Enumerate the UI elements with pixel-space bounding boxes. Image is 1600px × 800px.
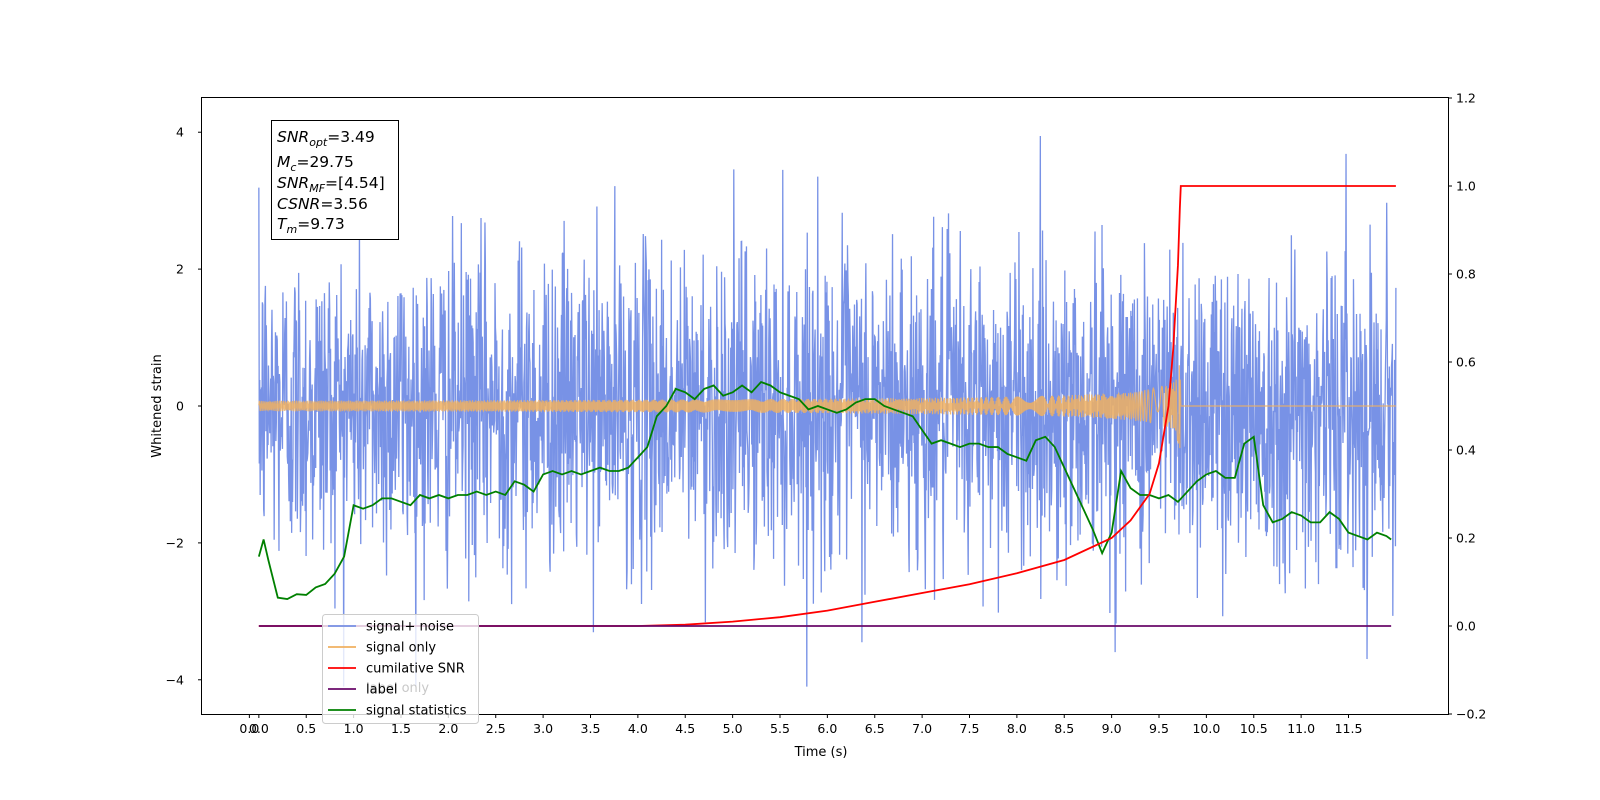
y-tick-label: 2 xyxy=(176,262,184,277)
x-tick-label: 10.5 xyxy=(1240,721,1268,736)
csnr-value: 3.56 xyxy=(333,195,368,213)
legend-label: signal statistics xyxy=(366,704,467,719)
svg-text:Tm=9.73: Tm=9.73 xyxy=(277,215,345,236)
x-tick-label: 0.0 xyxy=(239,721,259,736)
x-axis-label: Time (s) xyxy=(794,745,848,760)
signal-statistics-line xyxy=(257,380,1392,600)
series-cumilative-snr xyxy=(258,185,1396,627)
y-axis-label: Whitened strain xyxy=(150,354,165,457)
mc-value: 29.75 xyxy=(309,153,353,171)
x-tick-label: 11.0 xyxy=(1287,721,1315,736)
legend-label: cumilative SNR xyxy=(366,662,465,677)
series-signal-only xyxy=(258,365,1396,449)
x-tick-label: 7.0 xyxy=(912,721,932,736)
svg-text:Mc=29.75: Mc=29.75 xyxy=(277,153,354,174)
x-tick-label: 0.0 xyxy=(249,721,269,736)
x-tick-label: 0.5 xyxy=(296,721,316,736)
x-tick-label: 2.5 xyxy=(486,721,506,736)
y-tick-label: 0 xyxy=(176,399,184,414)
x-tick-label: 3.5 xyxy=(581,721,601,736)
x-axis: 0.00.0 0.5 1.0 1.5 2.0 2.5 3.0 3.5 4.0 4.5 5.0 5.5 6… xyxy=(239,714,1362,736)
y-axis-left: 4 2 0 −2 −4 xyxy=(166,125,202,687)
legend-hidden-text: label only xyxy=(366,681,429,696)
x-tick-label: 1.5 xyxy=(391,721,411,736)
y2-tick-label: 1.2 xyxy=(1456,91,1476,106)
y-tick-label: 4 xyxy=(176,125,184,140)
annotation-box: SNRopt=3.49 Mc=29.75 SNRMF=[4.54] CSNR=3… xyxy=(271,120,399,240)
cumilative-snr-line xyxy=(258,185,1396,627)
y2-tick-label: 0.2 xyxy=(1456,531,1476,546)
x-tick-label: 2.0 xyxy=(438,721,458,736)
x-tick-label: 1.0 xyxy=(344,721,364,736)
y-tick-label: −2 xyxy=(166,535,184,550)
snr-opt-value: 3.49 xyxy=(340,128,375,146)
signal-noise-line xyxy=(258,136,1397,687)
y2-tick-label: 1.0 xyxy=(1456,179,1476,194)
x-tick-label: 3.0 xyxy=(533,721,553,736)
x-tick-label: 4.5 xyxy=(675,721,695,736)
x-tick-label: 6.0 xyxy=(817,721,837,736)
y2-tick-label: 0.0 xyxy=(1456,619,1476,634)
legend-label: signal only xyxy=(366,641,436,656)
x-tick-label: 8.0 xyxy=(1007,721,1027,736)
x-tick-label: 9.0 xyxy=(1102,721,1122,736)
y-tick-label: −4 xyxy=(166,672,184,687)
legend-label: signal+ noise xyxy=(366,620,454,635)
snr-mf-value: [4.54] xyxy=(338,174,385,192)
svg-text:SNRopt=3.49: SNRopt=3.49 xyxy=(277,128,375,149)
x-tick-label: 4.0 xyxy=(628,721,648,736)
y-axis-right: 1.2 1.0 0.8 0.6 0.4 0.2 0.0 −0.2 xyxy=(1448,91,1486,722)
y2-tick-label: 0.8 xyxy=(1456,267,1476,282)
x-tick-label: 10.0 xyxy=(1192,721,1220,736)
legend-label: label xyxy=(366,683,397,698)
x-tick-label: 5.5 xyxy=(770,721,790,736)
x-tick-label: 11.5 xyxy=(1335,721,1363,736)
x-tick-label: 8.5 xyxy=(1054,721,1074,736)
y2-tick-label: 0.4 xyxy=(1456,443,1476,458)
legend: label only signal+ noise signal only cumil… xyxy=(322,614,479,724)
signal-only-line xyxy=(258,365,1396,449)
svg-text:SNRMF=[4.54]: SNRMF=[4.54] xyxy=(277,174,385,195)
series-signal-statistics xyxy=(257,380,1392,600)
svg-text:CSNR=3.56: CSNR=3.56 xyxy=(277,195,368,213)
x-tick-label: 9.5 xyxy=(1149,721,1169,736)
y2-tick-label: −0.2 xyxy=(1456,707,1486,722)
x-tick-label: 6.5 xyxy=(865,721,885,736)
tm-value: 9.73 xyxy=(310,215,345,233)
x-tick-label: 5.0 xyxy=(723,721,743,736)
series-signal-noise xyxy=(258,136,1397,687)
x-tick-label: 7.5 xyxy=(960,721,980,736)
y2-tick-label: 0.6 xyxy=(1456,355,1476,370)
